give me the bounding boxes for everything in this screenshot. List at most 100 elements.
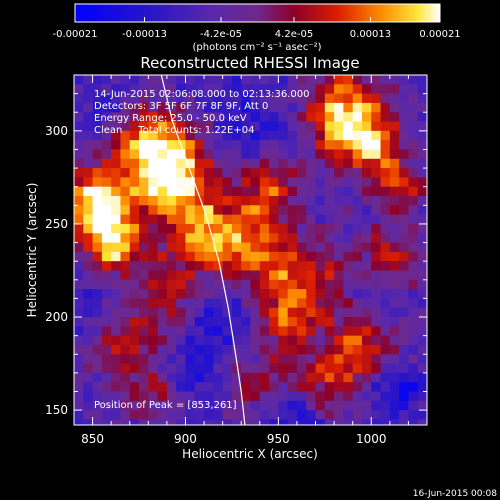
heatmap-cell	[389, 298, 400, 309]
heatmap-cell	[204, 344, 214, 355]
heatmap-cell	[408, 298, 419, 309]
heatmap-cell	[306, 317, 317, 327]
x-axis-label: Heliocentric X (arcsec)	[182, 447, 318, 461]
heatmap-cell	[361, 121, 372, 132]
heatmap-cell	[296, 391, 307, 402]
heatmap-cell	[315, 186, 326, 197]
heatmap-cell	[231, 75, 242, 85]
heatmap-cell	[306, 223, 317, 234]
heatmap-cell	[194, 242, 205, 253]
heatmap-cell	[250, 177, 261, 188]
heatmap-cell	[74, 168, 84, 178]
heatmap-cell	[408, 382, 419, 392]
heatmap-cell	[74, 410, 84, 420]
heatmap-cell	[371, 335, 382, 346]
heatmap-cell	[111, 102, 121, 113]
heatmap-cell	[389, 214, 400, 225]
heatmap-cell	[204, 242, 214, 253]
heatmap-cell	[74, 102, 84, 113]
heatmap-cell	[361, 93, 372, 104]
heatmap-cell	[120, 196, 131, 206]
colorbar-ticks: -0.00021 -0.00013 -4.2e-05 4.2e-05 0.00013 0.…	[53, 17, 461, 40]
heatmap-cell	[83, 270, 94, 281]
heatmap-cell	[269, 223, 279, 234]
heatmap-cell	[343, 102, 354, 113]
heatmap-cell	[139, 205, 149, 216]
heatmap-cell	[194, 363, 205, 374]
heatmap-cell	[194, 158, 205, 169]
heatmap-cell	[185, 214, 196, 225]
x-tick-label: 950	[267, 432, 290, 446]
heatmap-cell	[324, 196, 335, 206]
heatmap-cell	[315, 75, 326, 85]
heatmap-cell	[371, 317, 382, 327]
heatmap-cell	[185, 233, 196, 244]
heatmap-cell	[176, 93, 186, 104]
heatmap-cell	[296, 75, 307, 85]
x-tick-label: 850	[81, 432, 104, 446]
heatmap-cell	[278, 75, 289, 85]
heatmap-cell	[83, 279, 94, 290]
peak-position-label: Position of Peak = [853,261]	[94, 400, 237, 411]
heatmap-cell	[287, 140, 298, 150]
heatmap-cell	[157, 335, 168, 346]
heatmap-cell	[324, 214, 335, 225]
heatmap-cell	[278, 102, 289, 113]
heatmap-cell	[148, 130, 159, 141]
heatmap-cell	[250, 112, 261, 123]
heatmap-cell	[250, 270, 261, 281]
heatmap-cell	[380, 410, 391, 420]
heatmap-cell	[194, 344, 205, 355]
heatmap-cell	[101, 121, 112, 132]
heatmap-cell	[74, 130, 84, 141]
heatmap-cell	[343, 214, 354, 225]
heatmap-cell	[129, 289, 140, 299]
heatmap-cell	[380, 186, 391, 197]
heatmap-cell	[213, 168, 224, 178]
heatmap-cell	[213, 289, 224, 299]
heatmap-cell	[83, 242, 94, 253]
heatmap-cell	[389, 242, 400, 253]
heatmap-cell	[250, 233, 261, 244]
heatmap-cell	[296, 344, 307, 355]
heatmap-cell	[139, 344, 149, 355]
heatmap-cell	[361, 382, 372, 392]
heatmap-cell	[185, 242, 196, 253]
heatmap-cell	[222, 223, 233, 234]
heatmap-cell	[176, 233, 186, 244]
heatmap-cell	[399, 196, 409, 206]
heatmap-cell	[259, 130, 270, 141]
heatmap-cell	[213, 363, 224, 374]
heatmap-cell	[315, 419, 326, 425]
heatmap-cell	[399, 75, 409, 85]
heatmap-cell	[83, 223, 94, 234]
heatmap-cell	[194, 400, 205, 411]
heatmap-cell	[194, 251, 205, 262]
heatmap-cell	[83, 372, 94, 383]
heatmap-cell	[389, 410, 400, 420]
heatmap-cell	[278, 93, 289, 104]
colorbar-tick-label: 0.00021	[419, 29, 460, 40]
heatmap-cell	[352, 335, 363, 346]
heatmap-cell	[371, 382, 382, 392]
heatmap-cell	[231, 93, 242, 104]
heatmap-cell	[306, 130, 317, 141]
heatmap-cell	[111, 168, 121, 178]
heatmap-cell	[120, 289, 131, 299]
heatmap-cell	[371, 344, 382, 355]
heatmap-cell	[259, 84, 270, 95]
heatmap-cell	[157, 149, 168, 160]
heatmap-cell	[389, 372, 400, 383]
heatmap-cell	[389, 270, 400, 281]
heatmap-cell	[287, 391, 298, 402]
heatmap-cell	[380, 84, 391, 95]
heatmap-cell	[324, 149, 335, 160]
heatmap-cell	[417, 363, 427, 374]
heatmap-cell	[74, 149, 84, 160]
heatmap-cell	[129, 410, 140, 420]
heatmap-cell	[361, 410, 372, 420]
heatmap-cell	[259, 270, 270, 281]
heatmap-cell	[213, 102, 224, 113]
heatmap-cell	[361, 391, 372, 402]
heatmap-cell	[408, 186, 419, 197]
